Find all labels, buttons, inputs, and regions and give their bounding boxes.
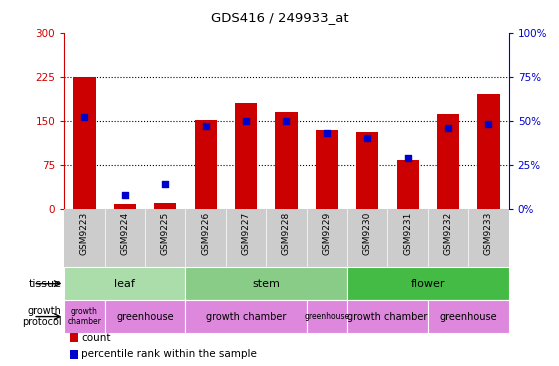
Text: GSM9226: GSM9226 [201,212,210,255]
Text: GDS416 / 249933_at: GDS416 / 249933_at [211,11,348,24]
Point [161,181,170,187]
Point [282,118,291,124]
Point [120,192,129,198]
Bar [428,300,509,333]
Bar [347,267,509,300]
Bar [347,300,428,333]
Bar [114,204,136,209]
Bar [477,94,500,209]
Text: greenhouse: greenhouse [304,312,349,321]
Point [363,135,372,141]
Text: flower: flower [411,279,445,289]
Bar [437,114,459,209]
Text: GSM9230: GSM9230 [363,212,372,255]
Text: percentile rank within the sample: percentile rank within the sample [81,349,257,359]
Point [80,114,89,120]
Bar [316,130,338,209]
Bar [64,300,105,333]
Text: GSM9231: GSM9231 [403,212,412,255]
Text: growth
protocol: growth protocol [22,306,61,328]
Bar [356,132,378,209]
Text: GSM9225: GSM9225 [161,212,170,255]
Text: GSM9227: GSM9227 [241,212,250,255]
Bar [307,300,347,333]
Bar [154,203,177,209]
Text: GSM9232: GSM9232 [444,212,453,255]
Text: GSM9229: GSM9229 [323,212,331,255]
Bar [64,267,186,300]
Point [323,130,331,136]
Bar [396,160,419,209]
Text: GSM9223: GSM9223 [80,212,89,255]
Text: greenhouse: greenhouse [439,311,497,322]
Bar [105,300,186,333]
Text: greenhouse: greenhouse [116,311,174,322]
Point [201,123,210,129]
Text: tissue: tissue [29,279,61,289]
Text: growth chamber: growth chamber [347,311,428,322]
Point [241,118,250,124]
Bar [276,112,297,209]
Text: growth chamber: growth chamber [206,311,286,322]
Text: stem: stem [252,279,280,289]
Text: growth
chamber: growth chamber [68,307,101,326]
Bar [73,78,96,209]
Text: GSM9233: GSM9233 [484,212,493,255]
Bar [186,267,347,300]
Text: GSM9228: GSM9228 [282,212,291,255]
Text: GSM9224: GSM9224 [120,212,129,255]
Bar [235,103,257,209]
Text: leaf: leaf [115,279,135,289]
Text: count: count [81,333,111,343]
Bar [195,120,217,209]
Point [444,125,453,131]
Point [484,122,493,127]
Bar [186,300,307,333]
Point [403,155,412,161]
